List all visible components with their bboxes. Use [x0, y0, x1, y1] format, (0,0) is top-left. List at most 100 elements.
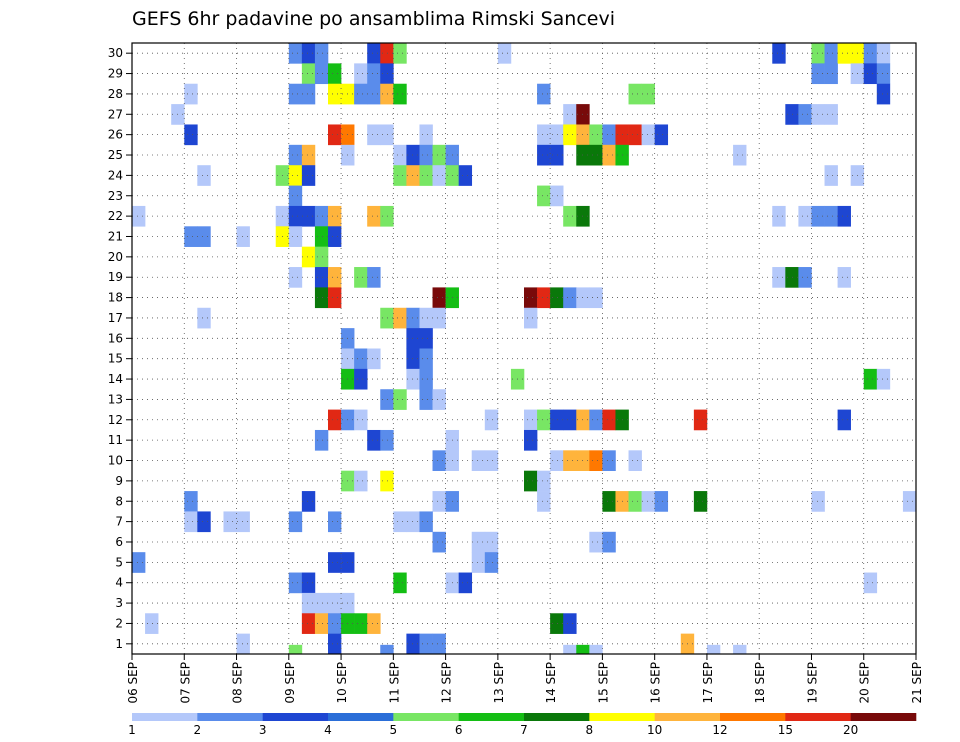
colorbar-label: 20	[843, 723, 858, 737]
heatmap-cell	[328, 124, 342, 146]
heatmap-cell	[354, 409, 368, 431]
heatmap-cell	[628, 491, 642, 512]
colorbar-segment	[654, 713, 721, 721]
heatmap-cell	[328, 226, 342, 247]
heatmap-cell	[811, 205, 825, 227]
heatmap-cell	[328, 613, 342, 634]
heatmap-cell	[537, 83, 551, 105]
y-tick-label: 27	[108, 107, 123, 121]
heatmap-cell	[132, 552, 146, 573]
heatmap-cell	[288, 226, 303, 247]
heatmap-cell	[524, 470, 538, 492]
y-tick-label: 7	[115, 515, 123, 529]
heatmap-cell	[876, 63, 891, 85]
colorbar-segment	[785, 713, 851, 721]
heatmap-cell	[524, 409, 538, 431]
heatmap-cell	[393, 572, 407, 594]
heatmap-cell	[393, 43, 407, 64]
heatmap-cell	[301, 491, 316, 512]
heatmap-cell	[589, 450, 603, 471]
heatmap-cell	[537, 470, 551, 492]
colorbar-segment	[328, 713, 394, 721]
colorbar-segment	[262, 713, 329, 721]
heatmap-cell	[537, 287, 551, 309]
heatmap-cell	[380, 307, 394, 329]
heatmap-cell	[380, 389, 394, 410]
heatmap-cell	[354, 470, 368, 492]
heatmap-cell	[432, 287, 446, 309]
plot-frame	[131, 42, 917, 655]
y-tick-label: 12	[108, 413, 123, 427]
y-tick-label: 17	[108, 311, 123, 325]
heatmap-cell	[484, 552, 499, 573]
heatmap-cell	[288, 572, 303, 594]
heatmap-cell	[537, 409, 551, 431]
heatmap-cell	[301, 613, 316, 634]
heatmap-cell	[367, 267, 381, 288]
heatmap-cell	[798, 205, 812, 227]
x-tick-label: 11 SEP	[387, 662, 401, 704]
heatmap-cell	[288, 185, 303, 207]
colorbar-label: 4	[324, 723, 332, 737]
chart-title: GEFS 6hr padavine po ansamblima Rimski S…	[132, 8, 615, 30]
y-tick-label: 4	[115, 576, 123, 590]
heatmap-cell	[301, 83, 316, 105]
heatmap-cell	[811, 104, 825, 125]
heatmap-cell	[354, 613, 368, 634]
y-tick-label: 2	[115, 616, 123, 630]
heatmap-cell	[184, 491, 198, 512]
heatmap-cell	[902, 491, 917, 512]
heatmap-cell	[550, 124, 564, 146]
heatmap-cell	[288, 511, 303, 533]
heatmap-cell	[537, 491, 551, 512]
heatmap-cell	[236, 633, 250, 655]
heatmap-cell	[550, 287, 564, 309]
heatmap-cell	[876, 368, 891, 390]
y-tick-label: 1	[115, 637, 123, 651]
heatmap-cell	[184, 511, 198, 533]
heatmap-cell	[380, 43, 394, 64]
y-tick-label: 11	[108, 433, 123, 447]
heatmap-cell	[354, 83, 368, 105]
gridlines	[132, 43, 916, 654]
heatmap-cell	[393, 144, 407, 166]
heatmap-cell	[406, 511, 420, 533]
heatmap-cell	[798, 104, 812, 125]
heatmap-cell	[589, 287, 603, 309]
heatmap-cell	[367, 205, 381, 227]
heatmap-cell	[654, 491, 669, 512]
heatmap-cell	[772, 43, 786, 64]
x-tick-label: 15 SEP	[596, 662, 610, 704]
heatmap-cell	[484, 531, 499, 553]
heatmap-cell	[863, 43, 878, 64]
heatmap-cell	[432, 531, 446, 553]
heatmap-cell	[798, 267, 812, 288]
heatmap-cell	[354, 348, 368, 370]
heatmap-cell	[354, 267, 368, 288]
heatmap-cell	[811, 43, 825, 64]
x-tick-label: 20 SEP	[858, 662, 872, 704]
heatmap-cell	[406, 165, 420, 186]
heatmap-cell	[471, 450, 486, 471]
heatmap-cell	[524, 429, 538, 451]
heatmap-cell	[602, 491, 616, 512]
heatmap-cell	[184, 124, 198, 146]
heatmap-cell	[314, 246, 329, 268]
heatmap-cell	[367, 43, 381, 64]
heatmap-cell	[563, 613, 577, 634]
heatmap-cell	[837, 409, 851, 431]
colorbar-segment	[850, 713, 917, 721]
x-tick-label: 19 SEP	[805, 662, 819, 704]
y-tick-label: 21	[108, 229, 123, 243]
heatmap-cell	[314, 63, 329, 85]
heatmap-cell	[184, 83, 198, 105]
heatmap-cell	[537, 185, 551, 207]
heatmap-cell	[524, 307, 538, 329]
heatmap-cell	[628, 83, 642, 105]
x-tick-label: 07 SEP	[178, 662, 192, 704]
heatmap-cell	[314, 613, 329, 634]
heatmap-cell	[602, 409, 616, 431]
heatmap-cell	[419, 307, 433, 329]
heatmap-cell	[288, 165, 303, 186]
